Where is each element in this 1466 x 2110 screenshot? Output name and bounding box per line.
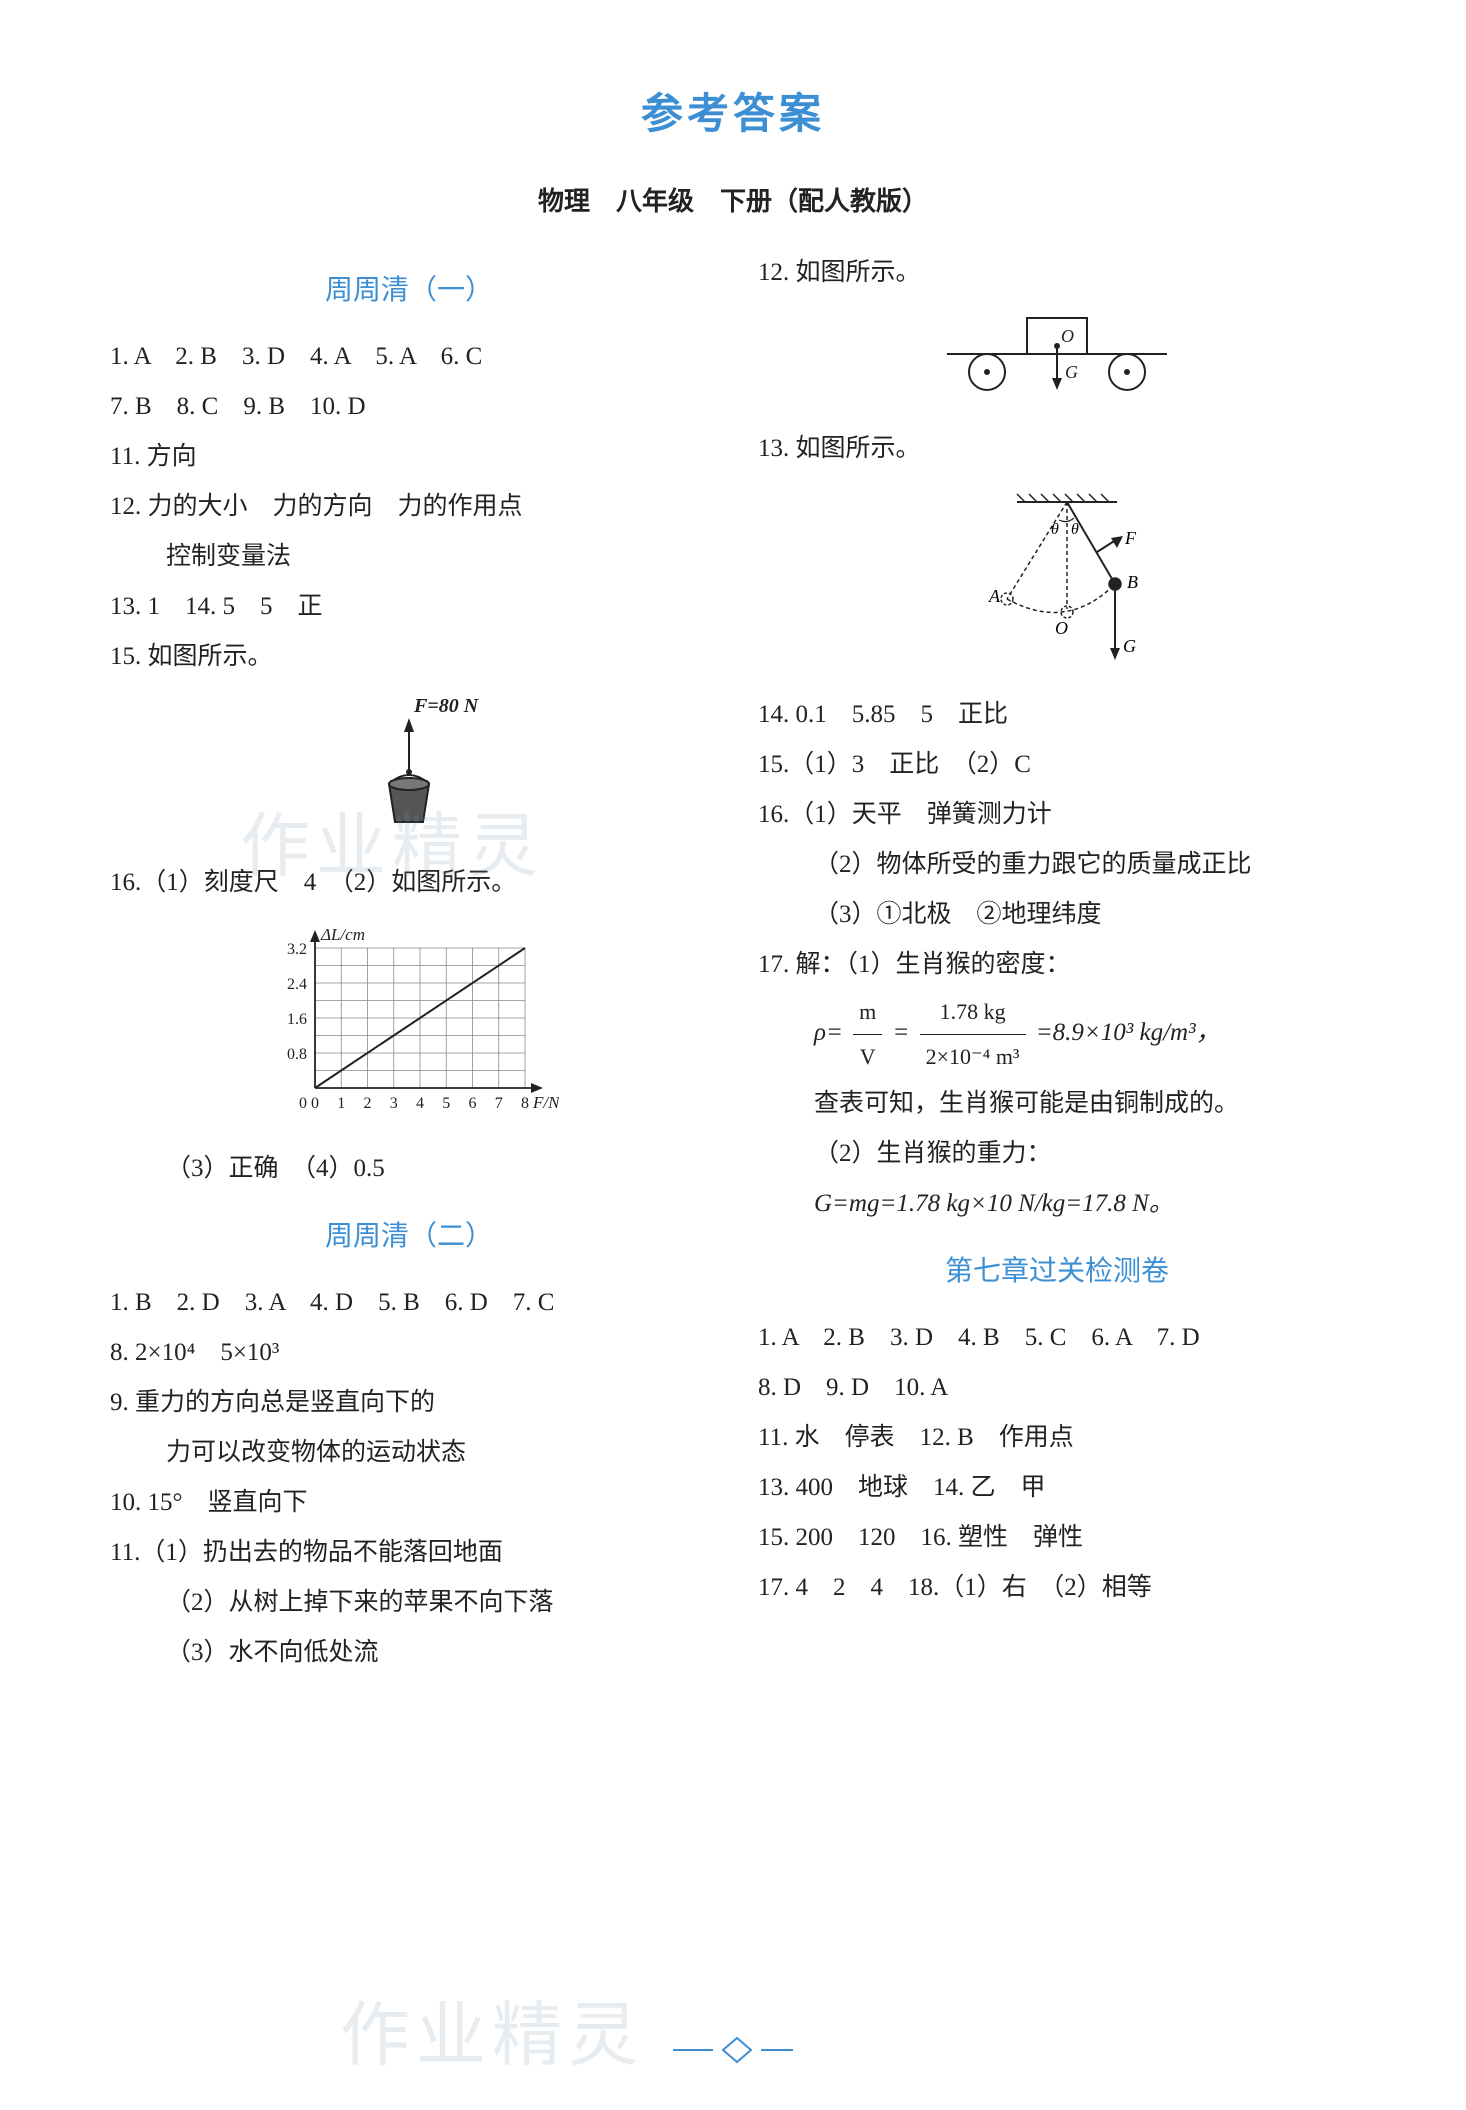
svg-text:A: A [988, 586, 1001, 606]
svg-text:G: G [1123, 636, 1136, 656]
answer-line: 17. 解：（1）生肖猴的密度： [758, 940, 1356, 990]
figure-16-chart: 0 1 2 3 4 5 6 7 8 0.8 1.6 2.4 3.2 0 F/N ΔL/cm [110, 918, 708, 1128]
watermark-text: 作业精灵 [340, 1979, 644, 2080]
answer-line: 8. D 9. D 10. A [758, 1363, 1356, 1413]
answer-line: 13. 400 地球 14. 乙 甲 [758, 1463, 1356, 1513]
svg-text:1: 1 [337, 1095, 345, 1112]
answer-line: 力可以改变物体的运动状态 [110, 1428, 708, 1478]
formula-line: ρ= m V = 1.78 kg 2×10⁻⁴ m³ =8.9×10³ kg/m… [758, 990, 1356, 1079]
answer-line: （2）从树上掉下来的苹果不向下落 [110, 1578, 708, 1628]
svg-text:2.4: 2.4 [287, 976, 307, 993]
answer-line: 17. 4 2 4 18.（1）右 （2）相等 [758, 1563, 1356, 1613]
svg-text:O: O [1061, 326, 1074, 346]
svg-text:3.2: 3.2 [287, 941, 307, 958]
svg-text:B: B [1127, 572, 1138, 592]
answer-line: 15. 如图所示。 [110, 632, 708, 682]
left-column: 周周清（一） 1. A 2. B 3. D 4. A 5. A 6. C 7. … [110, 248, 708, 1678]
answer-line: （3）①北极 ②地理纬度 [758, 890, 1356, 940]
answer-line: 1. A 2. B 3. D 4. B 5. C 6. A 7. D [758, 1313, 1356, 1363]
svg-text:0: 0 [311, 1095, 319, 1112]
svg-text:O: O [1055, 618, 1068, 638]
answer-line: （2）物体所受的重力跟它的质量成正比 [758, 840, 1356, 890]
svg-text:ΔL/cm: ΔL/cm [320, 925, 365, 944]
svg-text:G: G [1065, 362, 1078, 382]
fraction-1: m V [853, 990, 882, 1079]
answer-line: 控制变量法 [110, 532, 708, 582]
formula-rhs: =8.9×10³ kg/m³， [1036, 1019, 1221, 1046]
answer-line: 8. 2×10⁴ 5×10³ [110, 1328, 708, 1378]
answer-line: 11. 方向 [110, 432, 708, 482]
section-heading-3: 第七章过关检测卷 [758, 1249, 1356, 1289]
content-columns: 周周清（一） 1. A 2. B 3. D 4. A 5. A 6. C 7. … [110, 248, 1356, 1678]
page-subtitle: 物理 八年级 下册（配人教版） [110, 181, 1356, 218]
answer-line: 15. 200 120 16. 塑性 弹性 [758, 1513, 1356, 1563]
answer-line: 10. 15° 竖直向下 [110, 1478, 708, 1528]
fraction-2: 1.78 kg 2×10⁻⁴ m³ [920, 990, 1026, 1079]
answer-line: 9. 重力的方向总是竖直向下的 [110, 1378, 708, 1428]
svg-text:5: 5 [442, 1095, 450, 1112]
answer-line: （2）生肖猴的重力： [758, 1129, 1356, 1179]
svg-text:1.6: 1.6 [287, 1011, 307, 1028]
answer-line: 16.（1）天平 弹簧测力计 [758, 790, 1356, 840]
answer-line: （3）正确 （4）0.5 [110, 1144, 708, 1194]
answer-line: G=mg=1.78 kg×10 N/kg=17.8 N。 [758, 1179, 1356, 1229]
svg-text:2: 2 [364, 1095, 372, 1112]
answer-line: 1. B 2. D 3. A 4. D 5. B 6. D 7. C [110, 1278, 708, 1328]
answer-line: 14. 0.1 5.85 5 正比 [758, 690, 1356, 740]
force-label: F=80 N [413, 695, 480, 717]
formula-lhs: ρ= [814, 1019, 843, 1046]
answer-line: 7. B 8. C 9. B 10. D [110, 382, 708, 432]
answer-line: 11. 水 停表 12. B 作用点 [758, 1413, 1356, 1463]
answer-line: 1. A 2. B 3. D 4. A 5. A 6. C [110, 332, 708, 382]
figure-13: θ θ A O B F G [758, 484, 1356, 674]
svg-text:θ: θ [1051, 521, 1059, 538]
figure-12: O G [758, 308, 1356, 408]
svg-text:6: 6 [469, 1095, 477, 1112]
page-title: 参考答案 [110, 80, 1356, 141]
answer-line: 11.（1）扔出去的物品不能落回地面 [110, 1528, 708, 1578]
svg-text:F/N: F/N [532, 1093, 559, 1112]
section-heading-1: 周周清（一） [110, 268, 708, 308]
answer-line: 16.（1）刻度尺 4 （2）如图所示。 [110, 858, 708, 908]
right-column: 12. 如图所示。 O G 13. 如图所示。 [758, 248, 1356, 1678]
answer-line: 12. 如图所示。 [758, 248, 1356, 298]
svg-text:3: 3 [390, 1095, 398, 1112]
answer-line: （3）水不向低处流 [110, 1628, 708, 1678]
section-heading-2: 周周清（二） [110, 1214, 708, 1254]
answer-line: 15.（1）3 正比 （2）C [758, 740, 1356, 790]
svg-text:F: F [1124, 528, 1137, 548]
svg-text:4: 4 [416, 1095, 424, 1112]
answer-line: 12. 力的大小 力的方向 力的作用点 [110, 482, 708, 532]
answer-line: 13. 如图所示。 [758, 424, 1356, 474]
page-decor-icon [673, 2030, 793, 2070]
figure-15: F=80 N [110, 692, 708, 842]
svg-text:7: 7 [495, 1095, 503, 1112]
svg-text:0.8: 0.8 [287, 1046, 307, 1063]
svg-text:0: 0 [299, 1095, 307, 1112]
answer-line: 13. 1 14. 5 5 正 [110, 582, 708, 632]
svg-text:θ: θ [1071, 521, 1079, 538]
answer-line: 查表可知，生肖猴可能是由铜制成的。 [758, 1079, 1356, 1129]
svg-text:8: 8 [521, 1095, 529, 1112]
